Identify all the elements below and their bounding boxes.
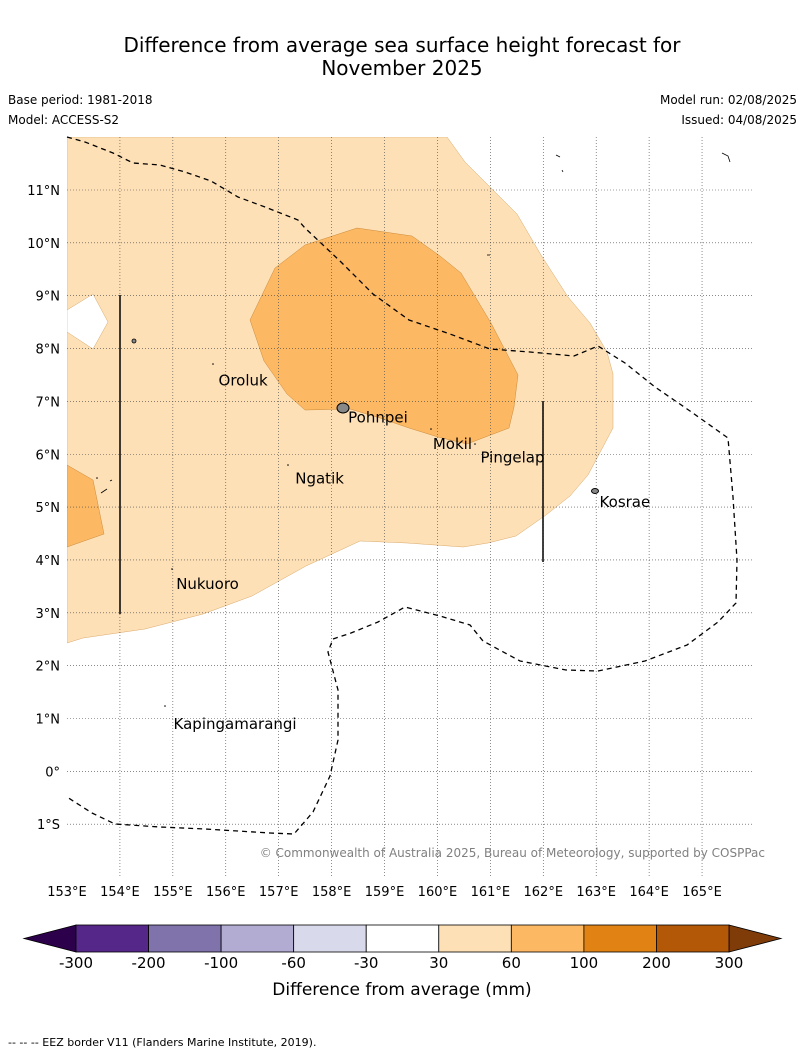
model-run-text: Model run: 02/08/2025 [659, 93, 797, 107]
colorbar-segment [148, 924, 222, 953]
lon-tick-label: 163°E [576, 885, 616, 900]
footer-note: -- -- -- EEZ border V11 (Flanders Marine… [8, 1036, 317, 1049]
island-shapes [96, 152, 731, 707]
lat-tick-label: 4°N [36, 554, 61, 569]
lon-tick-label: 165°E [682, 885, 722, 900]
colorbar-tick-label: -300 [59, 954, 93, 972]
sea-surface-map: Oroluk Pohnpei Mokil Pingelap Ngatik Kosrae Nu… [22, 136, 783, 1000]
colorbar-tick-label: 100 [570, 954, 599, 972]
place-label: Pohnpei [348, 409, 408, 427]
place-label: Pingelap [480, 448, 544, 466]
lon-tick-label: 153°E [47, 885, 87, 900]
copyright-text: © Commonwealth of Australia 2025, Bureau… [260, 846, 765, 860]
colorbar-segment [656, 924, 730, 953]
lon-tick-label: 159°E [365, 885, 405, 900]
lon-tick-label: 162°E [524, 885, 564, 900]
place-label: Kapingamarangi [174, 715, 297, 733]
colorbar-segment [75, 924, 149, 953]
lat-tick-label: 0° [45, 765, 60, 780]
lon-tick-label: 164°E [629, 885, 669, 900]
colorbar-tick-label: 200 [642, 954, 671, 972]
lat-tick-label: 7°N [36, 395, 61, 410]
colorbar-extend-low [22, 924, 77, 953]
small-island-1 [131, 338, 137, 344]
lat-tick-label: 1°S [37, 818, 60, 833]
colorbar-tick-label: 30 [429, 954, 448, 972]
anomaly-region-60-100 [249, 227, 519, 445]
lat-tick-label: 6°N [36, 448, 61, 463]
colorbar-extend-high [728, 924, 783, 953]
lat-tick-label: 11°N [27, 184, 60, 199]
lat-tick-label: 1°N [36, 713, 61, 728]
lat-tick-label: 9°N [36, 290, 61, 305]
colorbar-segment [583, 924, 657, 953]
map-title-line1: Difference from average sea surface heig… [123, 33, 681, 57]
colorbar-tick-label: -60 [281, 954, 306, 972]
colorbar-tick-label: -200 [132, 954, 166, 972]
map-title-line2: November 2025 [321, 56, 483, 80]
lon-tick-label: 154°E [100, 885, 140, 900]
base-period-text: Base period: 1981-2018 [8, 93, 153, 107]
colorbar: -300 -200 -100 -60 -30 30 60 100 200 300 [22, 924, 783, 972]
colorbar-title: Difference from average (mm) [272, 980, 531, 1000]
eez-border [66, 136, 738, 835]
colorbar-segment [438, 924, 512, 953]
lat-tick-label: 8°N [36, 343, 61, 358]
colorbar-segment [365, 924, 440, 953]
colorbar-segment [293, 924, 367, 953]
place-label: Mokil [433, 435, 472, 453]
place-label: Nukuoro [176, 575, 239, 593]
colorbar-tick-label: 300 [715, 954, 744, 972]
model-text: Model: ACCESS-S2 [8, 113, 120, 127]
anomaly-region-white [67, 293, 109, 350]
place-label: Oroluk [219, 372, 268, 390]
colorbar-tick-label: 60 [502, 954, 521, 972]
colorbar-tick-label: -100 [204, 954, 238, 972]
colorbar-segment [220, 924, 295, 953]
lat-tick-label: 10°N [27, 237, 60, 252]
lat-tick-label: 2°N [36, 660, 61, 675]
lat-tick-label: 3°N [36, 607, 61, 622]
lon-tick-label: 157°E [259, 885, 299, 900]
lon-tick-label: 158°E [312, 885, 352, 900]
lon-tick-label: 156°E [206, 885, 246, 900]
issued-text: Issued: 04/08/2025 [681, 113, 797, 127]
kosrae-island [591, 488, 599, 494]
lon-tick-label: 161°E [471, 885, 511, 900]
lat-tick-label: 5°N [36, 501, 61, 516]
place-label: Ngatik [295, 469, 344, 487]
colorbar-segment [510, 924, 585, 953]
place-label: Kosrae [600, 493, 651, 511]
pohnpei-island [336, 402, 350, 414]
colorbar-tick-label: -30 [354, 954, 379, 972]
anomaly-region-60-100-west [67, 464, 105, 548]
lon-tick-label: 155°E [153, 885, 193, 900]
lon-tick-label: 160°E [418, 885, 458, 900]
